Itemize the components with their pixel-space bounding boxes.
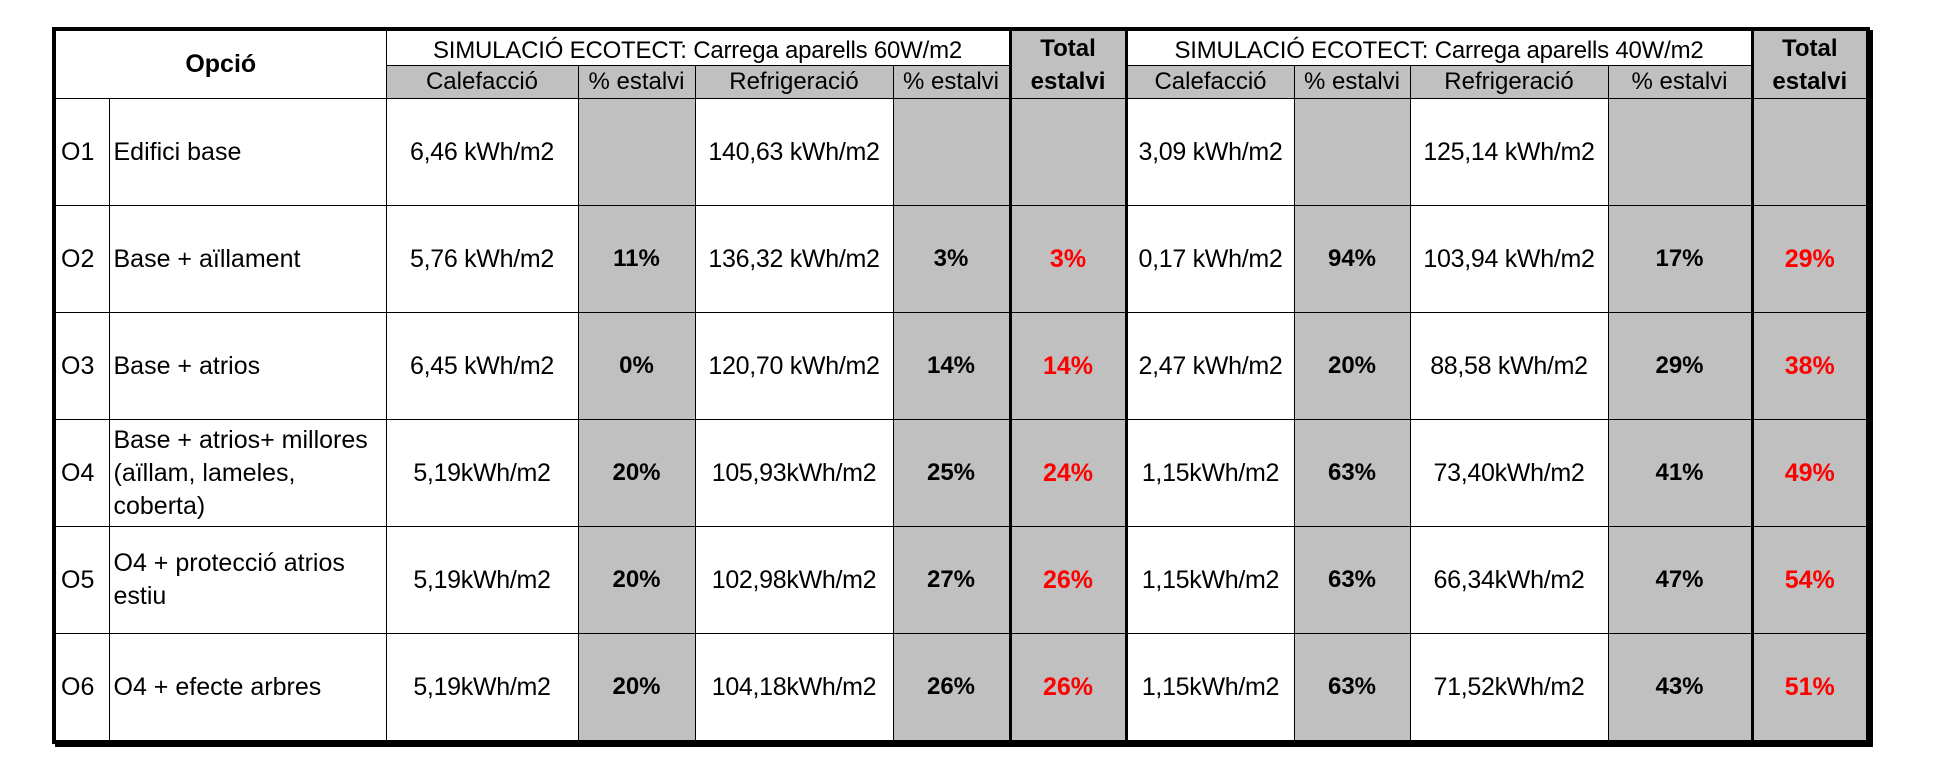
g2-refrig-estalvi-value: 29% bbox=[1607, 312, 1753, 420]
g2-total-estalvi-value: 29% bbox=[1750, 205, 1870, 313]
g1-refrig-estalvi-header: % estalvi bbox=[892, 65, 1011, 99]
g1-calefaccio-header: Calefacció bbox=[385, 65, 579, 99]
g2-calefaccio-value: 1,15kWh/m2 bbox=[1125, 419, 1295, 527]
g2-refrigeracio-value: 66,34kWh/m2 bbox=[1409, 526, 1609, 634]
g2-calefaccio-value: 2,47 kWh/m2 bbox=[1125, 312, 1295, 420]
g1-refrig-estalvi-value bbox=[892, 98, 1011, 206]
g1-refrigeracio-value: 105,93kWh/m2 bbox=[694, 419, 894, 527]
g2-calefaccio-value: 3,09 kWh/m2 bbox=[1125, 98, 1295, 206]
g2-calefaccio-value: 1,15kWh/m2 bbox=[1125, 633, 1295, 743]
g1-calef-estalvi-value: 11% bbox=[577, 205, 696, 313]
g1-refrigeracio-value: 102,98kWh/m2 bbox=[694, 526, 894, 634]
g2-total-estalvi-value: 54% bbox=[1750, 526, 1870, 634]
g2-refrigeracio-value: 88,58 kWh/m2 bbox=[1409, 312, 1609, 420]
g2-calefaccio-header: Calefacció bbox=[1125, 65, 1295, 99]
table-row: O1 Edifici base 6,46 kWh/m2 140,63 kWh/m2 3,… bbox=[53, 98, 1870, 206]
g2-refrig-estalvi-value: 47% bbox=[1607, 526, 1753, 634]
g1-total-estalvi-value: 26% bbox=[1008, 633, 1128, 743]
g2-total-estalvi-value: 49% bbox=[1750, 419, 1870, 527]
g1-calef-estalvi-header: % estalvi bbox=[577, 65, 696, 99]
g2-refrig-estalvi-value: 43% bbox=[1607, 633, 1753, 743]
g1-refrig-estalvi-value: 26% bbox=[892, 633, 1011, 743]
g1-total-estalvi-value: 3% bbox=[1008, 205, 1128, 313]
total-header-line2: estalvi bbox=[1772, 67, 1848, 95]
g1-refrig-estalvi-value: 27% bbox=[892, 526, 1011, 634]
g2-refrigeracio-value: 73,40kWh/m2 bbox=[1409, 419, 1609, 527]
g2-calef-estalvi-value: 63% bbox=[1293, 633, 1411, 743]
option-name: Base + aïllament bbox=[108, 205, 387, 313]
g1-calef-estalvi-value: 20% bbox=[577, 526, 696, 634]
g2-total-estalvi-value: 38% bbox=[1750, 312, 1870, 420]
group1-total-header: Total estalvi bbox=[1008, 28, 1128, 99]
g2-refrigeracio-value: 125,14 kWh/m2 bbox=[1409, 98, 1609, 206]
g1-calefaccio-value: 6,46 kWh/m2 bbox=[385, 98, 579, 206]
option-name: Edifici base bbox=[108, 98, 387, 206]
table-row: O5 O4 + protecció atrios estiu 5,19kWh/m2 2… bbox=[53, 526, 1870, 634]
g2-refrigeracio-value: 71,52kWh/m2 bbox=[1409, 633, 1609, 743]
g1-refrigeracio-header: Refrigeració bbox=[694, 65, 894, 99]
header-row-sub: Calefacció % estalvi Refrigeració % esta… bbox=[54, 65, 1868, 99]
table-body: Opció SIMULACIÓ ECOTECT: Carrega aparell… bbox=[53, 28, 1870, 743]
header-row-top: Opció SIMULACIÓ ECOTECT: Carrega aparell… bbox=[53, 28, 1870, 99]
g2-total-estalvi-value bbox=[1750, 98, 1870, 206]
total-header-line1: Total bbox=[1040, 34, 1096, 62]
option-code: O3 bbox=[53, 312, 110, 420]
option-code: O6 bbox=[53, 633, 110, 743]
g1-refrigeracio-value: 104,18kWh/m2 bbox=[694, 633, 894, 743]
option-name: Base + atrios+ millores (aïllam, lameles… bbox=[108, 419, 387, 527]
g2-refrig-estalvi-value: 41% bbox=[1607, 419, 1753, 527]
g2-refrig-estalvi-value bbox=[1607, 98, 1753, 206]
g1-refrig-estalvi-value: 14% bbox=[892, 312, 1011, 420]
g1-total-estalvi-value: 14% bbox=[1008, 312, 1128, 420]
table-row: O2 Base + aïllament 5,76 kWh/m2 11% 136,32 k… bbox=[53, 205, 1870, 313]
g1-calefaccio-value: 5,19kWh/m2 bbox=[385, 633, 579, 743]
g2-refrigeracio-value: 103,94 kWh/m2 bbox=[1409, 205, 1609, 313]
g1-refrig-estalvi-value: 25% bbox=[892, 419, 1011, 527]
total-header-line2: estalvi bbox=[1030, 67, 1106, 95]
g2-calefaccio-value: 0,17 kWh/m2 bbox=[1125, 205, 1295, 313]
g1-calefaccio-value: 6,45 kWh/m2 bbox=[385, 312, 579, 420]
table-row: O4 Base + atrios+ millores (aïllam, lamel… bbox=[53, 419, 1870, 527]
g2-total-estalvi-value: 51% bbox=[1750, 633, 1870, 743]
g1-refrigeracio-value: 136,32 kWh/m2 bbox=[694, 205, 894, 313]
opcio-header: Opció bbox=[53, 28, 387, 99]
g1-total-estalvi-value bbox=[1008, 98, 1128, 206]
option-code: O1 bbox=[53, 98, 110, 206]
option-code: O4 bbox=[53, 419, 110, 527]
g1-refrigeracio-value: 140,63 kWh/m2 bbox=[694, 98, 894, 206]
g2-calef-estalvi-value: 63% bbox=[1293, 526, 1411, 634]
option-name: O4 + efecte arbres bbox=[108, 633, 387, 743]
group2-total-header: Total estalvi bbox=[1750, 28, 1870, 99]
g1-calef-estalvi-value: 20% bbox=[577, 419, 696, 527]
total-header-line1: Total bbox=[1781, 34, 1838, 62]
g2-refrig-estalvi-header: % estalvi bbox=[1607, 65, 1753, 99]
group2-title: SIMULACIÓ ECOTECT: Carrega aparells 40W/… bbox=[1125, 28, 1753, 66]
g1-calefaccio-value: 5,19kWh/m2 bbox=[385, 419, 579, 527]
g2-calefaccio-value: 1,15kWh/m2 bbox=[1125, 526, 1295, 634]
g2-calef-estalvi-value bbox=[1293, 98, 1411, 206]
option-code: O2 bbox=[53, 205, 110, 313]
g1-calef-estalvi-value: 20% bbox=[577, 633, 696, 743]
g1-calef-estalvi-value bbox=[577, 98, 696, 206]
g2-calef-estalvi-value: 20% bbox=[1293, 312, 1411, 420]
option-name: Base + atrios bbox=[108, 312, 387, 420]
table-row: O3 Base + atrios 6,45 kWh/m2 0% 120,70 kWh/m… bbox=[53, 312, 1870, 420]
g1-refrig-estalvi-value: 3% bbox=[892, 205, 1011, 313]
g2-calef-estalvi-header: % estalvi bbox=[1293, 65, 1411, 99]
g2-calef-estalvi-value: 94% bbox=[1293, 205, 1411, 313]
option-name: O4 + protecció atrios estiu bbox=[108, 526, 387, 634]
g1-total-estalvi-value: 26% bbox=[1008, 526, 1128, 634]
g1-total-estalvi-value: 24% bbox=[1008, 419, 1128, 527]
table-row: O6 O4 + efecte arbres 5,19kWh/m2 20% 104,18k… bbox=[53, 633, 1870, 743]
g1-refrigeracio-value: 120,70 kWh/m2 bbox=[694, 312, 894, 420]
g2-calef-estalvi-value: 63% bbox=[1293, 419, 1411, 527]
g2-refrigeracio-header: Refrigeració bbox=[1409, 65, 1609, 99]
g1-calefaccio-value: 5,19kWh/m2 bbox=[385, 526, 579, 634]
group1-title: SIMULACIÓ ECOTECT: Carrega aparells 60W/… bbox=[385, 28, 1011, 66]
g1-calef-estalvi-value: 0% bbox=[577, 312, 696, 420]
g1-calefaccio-value: 5,76 kWh/m2 bbox=[385, 205, 579, 313]
option-code: O5 bbox=[53, 526, 110, 634]
savings-table: Opció SIMULACIÓ ECOTECT: Carrega aparell… bbox=[52, 27, 1870, 744]
g2-refrig-estalvi-value: 17% bbox=[1607, 205, 1753, 313]
